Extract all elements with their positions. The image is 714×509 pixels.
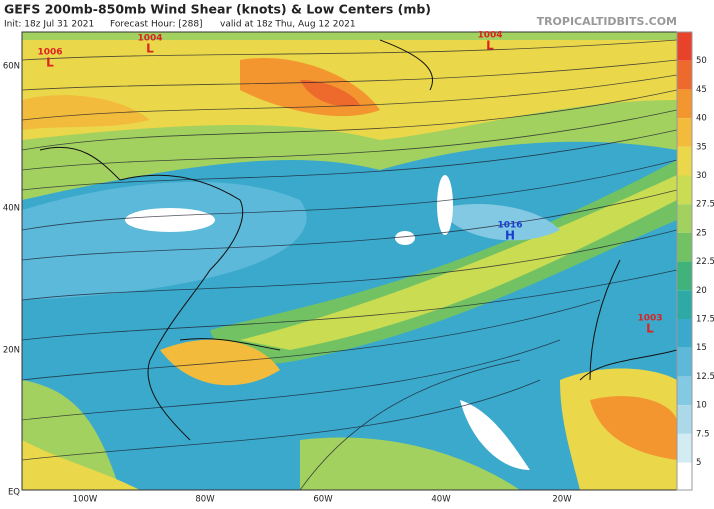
valid-time: valid at 18z Thu, Aug 12 2021 — [220, 20, 356, 30]
colorbar-label: 50 — [696, 56, 707, 66]
longitude-label: 100W — [73, 495, 98, 505]
colorbar-segment — [677, 290, 692, 319]
longitude-label: 80W — [195, 495, 215, 505]
pressure-value: 1016 — [497, 221, 522, 231]
colorbar-label: 7.5 — [696, 429, 710, 439]
pressure-symbol: L — [146, 42, 154, 56]
source: TROPICALTIDBITS.COM — [537, 15, 677, 28]
colorbar-label: 25 — [696, 228, 707, 238]
pressure-symbol: H — [505, 229, 515, 243]
longitude-label: 40W — [431, 495, 451, 505]
colorbar-segment — [677, 60, 692, 90]
colorbar-label: 15 — [696, 343, 707, 353]
colorbar-label: 22.5 — [696, 257, 714, 267]
latitude-label: EQ — [8, 488, 20, 498]
colorbar-segment — [677, 376, 692, 406]
colorbar-segment — [677, 405, 692, 434]
colorbar-label: 45 — [696, 85, 707, 95]
latitude-label: 40N — [3, 204, 20, 214]
colorbar-segment — [677, 433, 692, 463]
colorbar-segment — [677, 118, 692, 147]
longitude-label: 60W — [313, 495, 333, 505]
pressure-symbol: L — [486, 39, 494, 53]
shear-field — [22, 32, 677, 490]
colorbar-label: 40 — [696, 114, 707, 124]
colorbar-segment — [677, 232, 692, 262]
colorbar-label: 17.5 — [696, 315, 714, 325]
colorbar-segment — [677, 175, 692, 205]
forecast-hour: Forecast Hour: [288] — [110, 20, 203, 30]
pressure-value: 1003 — [637, 314, 662, 324]
colorbar-label: 20 — [696, 286, 707, 296]
colorbar-segment — [677, 89, 692, 119]
colorbar-segment — [677, 204, 692, 233]
longitude-label: 20W — [552, 495, 572, 505]
pressure-value: 1004 — [137, 34, 162, 44]
latitude-label: 60N — [3, 62, 20, 72]
latitude-label: 20N — [3, 346, 20, 356]
colorbar-label: 12.5 — [696, 372, 714, 382]
colorbar-frame — [676, 31, 693, 491]
colorbar-segment — [677, 319, 692, 348]
colorbar-label: 5 — [696, 458, 701, 468]
title: GEFS 200mb-850mb Wind Shear (knots) & Lo… — [4, 2, 431, 17]
pressure-symbol: L — [646, 322, 654, 336]
colorbar-segment — [677, 347, 692, 377]
pressure-value: 1006 — [37, 48, 62, 58]
pressure-symbol: L — [46, 56, 54, 70]
colorbar-segment — [677, 146, 692, 176]
colorbar-segment — [677, 32, 692, 61]
colorbar-segment — [677, 261, 692, 291]
init-time: Init: 18z Jul 31 2021 — [4, 20, 94, 30]
colorbar-label: 30 — [696, 171, 707, 181]
colorbar-label: 35 — [696, 142, 707, 152]
colorbar-label: 10 — [696, 401, 707, 411]
colorbar-label: 27.5 — [696, 200, 714, 210]
pressure-value: 1004 — [477, 31, 502, 41]
